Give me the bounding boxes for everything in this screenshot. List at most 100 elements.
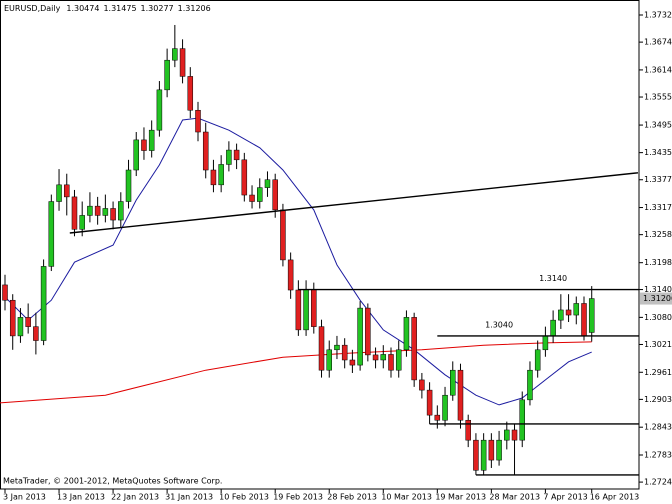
y-tick-label: 1.36740 xyxy=(644,38,672,47)
candle-body xyxy=(581,303,587,337)
candle-body xyxy=(17,317,24,337)
candle-body xyxy=(403,317,410,351)
y-tick-label: 1.30215 xyxy=(644,340,672,349)
price-label: 1.31206 xyxy=(643,294,672,303)
candle-body xyxy=(357,307,363,366)
candle-body xyxy=(102,208,109,216)
candle-body xyxy=(249,194,255,202)
candle-body xyxy=(511,429,518,441)
candle-body xyxy=(496,439,502,461)
symbol-title: EURUSD,Daily xyxy=(4,4,61,13)
candle-body xyxy=(326,349,332,371)
candle-body xyxy=(210,169,217,186)
header-close: 1.31206 xyxy=(178,4,211,13)
y-tick-label: 1.27245 xyxy=(644,478,672,487)
candle-body xyxy=(311,289,317,327)
candle-body xyxy=(110,208,116,221)
candle-body xyxy=(48,201,55,267)
candle-body xyxy=(465,419,471,441)
x-tick-label: 28 Mar 2013 xyxy=(489,493,540,502)
y-tick-label: 1.30800 xyxy=(644,313,672,322)
y-tick-label: 1.31980 xyxy=(644,258,672,267)
level-label: 1.3040 xyxy=(485,320,513,329)
x-tick-label: 19 Mar 2013 xyxy=(435,493,486,502)
candle-body xyxy=(79,215,85,230)
candle-body xyxy=(558,309,564,321)
header: EURUSD,Daily 1.30474 1.31475 1.30277 1.31206 xyxy=(4,4,211,13)
candle-body xyxy=(202,131,209,171)
candle-body xyxy=(365,307,371,356)
candle-body xyxy=(527,369,533,401)
candle-body xyxy=(287,259,294,291)
y-tick-label: 1.33770 xyxy=(644,175,672,184)
candle-body xyxy=(148,129,155,151)
candle-body xyxy=(187,76,194,111)
candle-body xyxy=(40,266,47,341)
candle-body xyxy=(233,149,240,161)
x-tick-label: 7 Apr 2013 xyxy=(543,493,587,502)
candle-body xyxy=(164,59,170,91)
candle-body xyxy=(257,187,263,202)
indicator-line xyxy=(4,117,592,406)
candle-body xyxy=(172,48,178,61)
y-tick-label: 1.37325 xyxy=(644,11,672,20)
candle-body xyxy=(480,439,487,471)
candle-body xyxy=(588,298,595,333)
candle-body xyxy=(334,344,340,351)
x-tick-label: 10 Feb 2013 xyxy=(219,493,269,502)
candle-body xyxy=(349,359,356,366)
candle-body xyxy=(9,299,16,337)
candle-body xyxy=(218,164,224,186)
y-tick-label: 1.29615 xyxy=(644,368,672,377)
candle-body xyxy=(133,139,139,171)
candle-body xyxy=(71,196,78,230)
footer: MetaTrader, © 2001-2012, MetaQuotes Soft… xyxy=(3,477,222,486)
candle-body xyxy=(504,429,510,441)
candle-body xyxy=(241,159,248,196)
marks-layer: 1.3140 1.3040 xyxy=(0,24,639,476)
y-tick-label: 1.34950 xyxy=(644,121,672,130)
y-tick-label: 1.33170 xyxy=(644,203,672,212)
candle-body xyxy=(519,399,525,441)
candle-body xyxy=(450,369,456,396)
candle-body xyxy=(272,179,278,211)
candle-body xyxy=(565,309,572,316)
candle-body xyxy=(341,344,348,361)
candle-body xyxy=(380,354,387,361)
candle-body xyxy=(264,179,271,188)
candle-body xyxy=(542,335,549,351)
candle-body xyxy=(295,289,302,331)
candle-body xyxy=(442,394,448,421)
candle-body xyxy=(318,326,325,371)
candle-body xyxy=(195,109,201,133)
y-tick-label: 1.36140 xyxy=(644,65,672,74)
x-tick-label: 10 Mar 2013 xyxy=(381,493,432,502)
x-tick-label: 19 Feb 2013 xyxy=(273,493,323,502)
candle-body xyxy=(457,369,464,421)
candle-body xyxy=(434,414,441,421)
header-open: 1.30474 xyxy=(66,4,99,13)
candle-body xyxy=(226,149,232,165)
candle-body xyxy=(488,439,495,461)
candle-body xyxy=(473,439,479,471)
candle-body xyxy=(179,48,186,77)
candle-body xyxy=(33,326,39,341)
x-tick-label: 3 Jan 2013 xyxy=(3,493,46,502)
candle-body xyxy=(550,319,556,337)
level-label: 1.3140 xyxy=(539,274,567,283)
plot-area xyxy=(0,0,640,490)
y-tick-label: 1.28430 xyxy=(644,423,672,432)
candle-body xyxy=(141,139,147,151)
trendline xyxy=(69,172,639,234)
header-low: 1.30277 xyxy=(141,4,174,13)
candle-body xyxy=(534,349,541,371)
candle-body xyxy=(280,209,286,261)
candle-body xyxy=(395,349,402,371)
candle-body xyxy=(56,184,62,202)
candle-body xyxy=(303,289,309,331)
x-tick-label: 28 Feb 2013 xyxy=(327,493,377,502)
y-tick-label: 1.31400 xyxy=(644,285,672,294)
y-tick-label: 1.27830 xyxy=(644,450,672,459)
candle-body xyxy=(87,205,93,216)
